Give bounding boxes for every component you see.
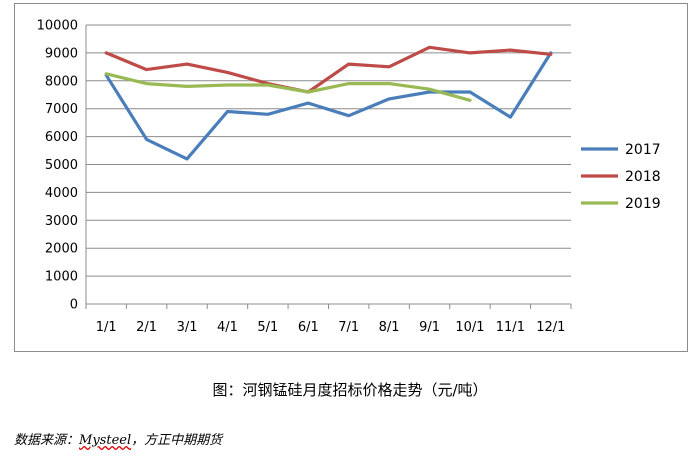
series-lines <box>104 45 553 161</box>
x-tick-label: 5/1 <box>257 320 278 335</box>
x-tick-label: 7/1 <box>338 320 359 335</box>
x-tick-label: 4/1 <box>217 320 238 335</box>
y-tick-label: 4000 <box>45 186 78 201</box>
series-line-2018 <box>104 45 553 94</box>
y-tick-label: 8000 <box>45 74 78 89</box>
y-tick-label: 1000 <box>45 270 78 285</box>
x-tick-label: 8/1 <box>379 320 400 335</box>
y-tick-label: 0 <box>70 298 78 313</box>
y-tick-label: 10000 <box>37 19 78 34</box>
y-tick-label: 9000 <box>45 46 78 61</box>
legend-label-2017: 2017 <box>625 142 661 158</box>
x-tick-label: 11/1 <box>496 320 525 335</box>
axes: 0 1000 2000 3000 4000 5000 6000 7000 8000 9000 100… <box>37 19 572 335</box>
legend: 2017 2018 2019 <box>581 142 661 212</box>
source-suffix: ，方正中期期货 <box>131 433 223 448</box>
y-tick-label: 7000 <box>45 102 78 117</box>
x-tick-label: 10/1 <box>455 320 484 335</box>
y-tick-label: 3000 <box>45 214 78 229</box>
x-tick-label: 2/1 <box>136 320 157 335</box>
data-source: 数据来源：Mysteel，方正中期期货 <box>14 429 222 448</box>
chart-caption: 图：河钢锰硅月度招标价格走势（元/吨） <box>212 381 488 399</box>
series-line-2019 <box>104 72 472 102</box>
source-prefix: 数据来源： <box>14 433 80 448</box>
legend-label-2018: 2018 <box>625 169 661 185</box>
y-tick-label: 2000 <box>45 242 78 257</box>
y-tick-label: 5000 <box>45 158 78 173</box>
gridlines <box>86 24 571 277</box>
x-tick-label: 12/1 <box>536 320 565 335</box>
chart-frame: 0 1000 2000 3000 4000 5000 6000 7000 8000 9000 100… <box>14 3 688 352</box>
legend-label-2019: 2019 <box>625 196 661 212</box>
y-tick-label: 6000 <box>45 130 78 145</box>
source-name: Mysteel <box>79 433 132 448</box>
x-tick-label: 1/1 <box>96 320 117 335</box>
x-tick-label: 6/1 <box>298 320 319 335</box>
series-line-2017 <box>104 51 553 161</box>
x-tick-label: 3/1 <box>177 320 198 335</box>
line-chart: 0 1000 2000 3000 4000 5000 6000 7000 8000 9000 100… <box>37 19 661 336</box>
x-tick-label: 9/1 <box>419 320 440 335</box>
